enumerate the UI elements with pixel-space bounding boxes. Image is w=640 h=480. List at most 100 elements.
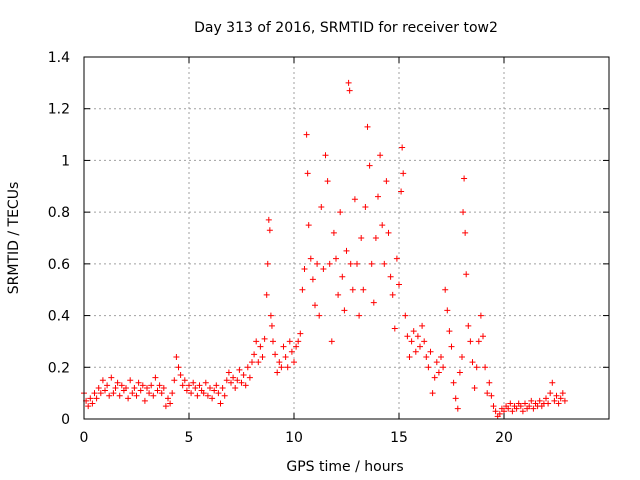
data-point: [475, 338, 482, 345]
data-point: [181, 377, 188, 384]
data-point: [469, 359, 476, 366]
data-point: [221, 392, 228, 399]
data-point: [354, 260, 360, 267]
data-point: [230, 374, 237, 381]
data-point: [99, 377, 106, 384]
data-point: [545, 400, 552, 407]
data-point: [490, 403, 497, 410]
data-point: [391, 325, 398, 332]
data-point: [345, 79, 352, 86]
chart-title: Day 313 of 2016, SRMTID for receiver tow…: [194, 20, 498, 36]
data-point: [137, 387, 144, 394]
data-point: [349, 286, 356, 293]
data-point: [175, 364, 182, 371]
data-point: [337, 209, 344, 216]
data-point: [288, 348, 295, 355]
data-point: [112, 384, 119, 391]
data-point: [396, 281, 402, 288]
data-point: [440, 364, 447, 371]
x-tick-labels: 0 5 10 15 20: [80, 430, 513, 446]
data-point: [186, 382, 192, 389]
data-point: [343, 247, 350, 254]
data-point: [234, 377, 241, 384]
data-point: [217, 400, 224, 407]
y-tick-label: 1.2: [48, 102, 70, 118]
data-point: [266, 227, 273, 234]
data-point: [543, 395, 549, 402]
data-point: [462, 229, 469, 236]
data-point: [341, 307, 348, 314]
data-point: [102, 387, 108, 394]
data-point: [316, 312, 323, 319]
data-point: [95, 384, 102, 391]
data-point: [486, 379, 493, 386]
data-point: [255, 359, 262, 366]
data-point: [553, 392, 560, 399]
data-point: [167, 400, 174, 407]
ticks: [83, 56, 609, 420]
data-point: [192, 384, 199, 391]
data-point: [517, 403, 524, 410]
data-point: [402, 312, 409, 319]
data-point: [333, 255, 339, 262]
data-point: [509, 408, 516, 415]
data-point: [261, 335, 268, 342]
data-point: [286, 338, 293, 345]
y-tick-labels: 0 0.2 0.4 0.6 0.8 1 1.2 1.4: [48, 50, 70, 428]
data-point: [362, 203, 369, 210]
data-point: [561, 397, 568, 404]
data-point: [555, 400, 562, 407]
data-point: [312, 302, 318, 309]
data-point: [106, 392, 113, 399]
data-point: [366, 162, 373, 169]
data-point: [423, 353, 430, 360]
data-point: [456, 369, 463, 376]
data-point: [104, 382, 111, 389]
data-point: [427, 348, 434, 355]
data-point: [377, 152, 384, 159]
data-point: [152, 374, 159, 381]
data-point: [335, 291, 342, 298]
data-point: [551, 397, 558, 404]
data-point: [265, 216, 272, 223]
data-point: [450, 379, 457, 386]
data-point: [209, 395, 216, 402]
data-point: [477, 312, 484, 319]
data-point: [225, 369, 232, 376]
data-point: [326, 260, 333, 267]
data-point: [116, 392, 123, 399]
data-point: [156, 382, 163, 389]
data-point: [473, 364, 480, 371]
data-point: [314, 260, 321, 267]
data-point: [425, 364, 432, 371]
data-point: [179, 382, 186, 389]
data-point: [219, 384, 226, 391]
data-point: [461, 175, 468, 182]
data-point: [339, 273, 346, 280]
data-point: [496, 410, 503, 417]
data-point: [169, 390, 176, 397]
data-point: [257, 343, 264, 350]
data-point: [188, 390, 195, 397]
data-point: [190, 379, 197, 386]
data-point: [144, 384, 150, 391]
data-point: [429, 390, 436, 397]
data-point: [264, 260, 271, 267]
data-point: [393, 255, 400, 262]
data-point: [446, 328, 453, 335]
data-point: [263, 291, 270, 298]
data-point: [297, 330, 304, 337]
data-point: [125, 395, 132, 402]
data-point: [452, 395, 459, 402]
y-tick-label: 0.2: [48, 360, 70, 376]
data-point: [360, 286, 367, 293]
data-point: [356, 312, 363, 319]
data-point: [282, 353, 289, 360]
x-tick-label: 20: [495, 430, 513, 446]
data-point: [213, 382, 220, 389]
data-point: [204, 392, 211, 399]
data-point: [351, 196, 358, 203]
data-point: [463, 271, 470, 278]
data-point: [207, 384, 213, 391]
